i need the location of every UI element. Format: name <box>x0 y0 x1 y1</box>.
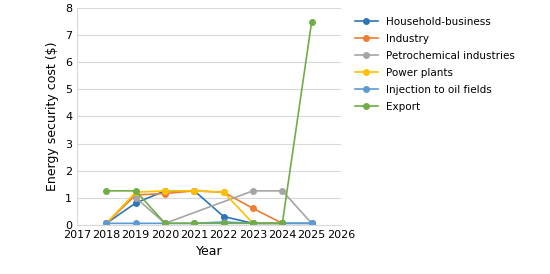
Household-business <box>133 201 139 205</box>
Petrochemical industries <box>162 222 168 225</box>
Export <box>221 222 227 225</box>
Export <box>309 20 315 23</box>
Injection to oil fields <box>162 222 168 225</box>
Export <box>279 222 285 225</box>
Export <box>133 189 139 193</box>
Power plants <box>221 191 227 194</box>
Petrochemical industries <box>133 196 139 199</box>
Industry <box>191 189 197 193</box>
Household-business <box>103 222 109 225</box>
Petrochemical industries <box>250 189 256 193</box>
Line: Petrochemical industries: Petrochemical industries <box>133 188 315 226</box>
Power plants <box>279 222 285 225</box>
Line: Injection to oil fields: Injection to oil fields <box>103 219 315 226</box>
Household-business <box>162 189 168 193</box>
Power plants <box>191 189 197 193</box>
Power plants <box>103 222 109 225</box>
Injection to oil fields <box>279 222 285 225</box>
Export <box>250 222 256 225</box>
Industry <box>221 191 227 194</box>
Injection to oil fields <box>103 222 109 225</box>
Line: Industry: Industry <box>103 188 285 226</box>
Household-business <box>309 222 315 225</box>
Household-business <box>279 222 285 225</box>
Petrochemical industries <box>279 189 285 193</box>
Y-axis label: Energy security cost ($): Energy security cost ($) <box>46 42 59 191</box>
Line: Export: Export <box>103 19 315 226</box>
Industry <box>279 222 285 225</box>
Export <box>103 189 109 193</box>
Power plants <box>162 189 168 193</box>
Industry <box>133 193 139 196</box>
Injection to oil fields <box>309 222 315 225</box>
Petrochemical industries <box>309 222 315 225</box>
X-axis label: Year: Year <box>196 245 222 258</box>
Injection to oil fields <box>133 222 139 225</box>
Injection to oil fields <box>250 222 256 225</box>
Power plants <box>133 191 139 194</box>
Injection to oil fields <box>191 222 197 225</box>
Line: Household-business: Household-business <box>103 188 315 226</box>
Industry <box>103 222 109 225</box>
Household-business <box>191 189 197 193</box>
Export <box>191 222 197 225</box>
Legend: Household-business, Industry, Petrochemical industries, Power plants, Injection : Household-business, Industry, Petrochemi… <box>351 13 518 115</box>
Industry <box>162 192 168 195</box>
Industry <box>250 207 256 210</box>
Household-business <box>250 222 256 225</box>
Household-business <box>221 215 227 218</box>
Injection to oil fields <box>221 220 227 224</box>
Line: Power plants: Power plants <box>103 188 285 226</box>
Power plants <box>250 222 256 225</box>
Export <box>162 222 168 225</box>
